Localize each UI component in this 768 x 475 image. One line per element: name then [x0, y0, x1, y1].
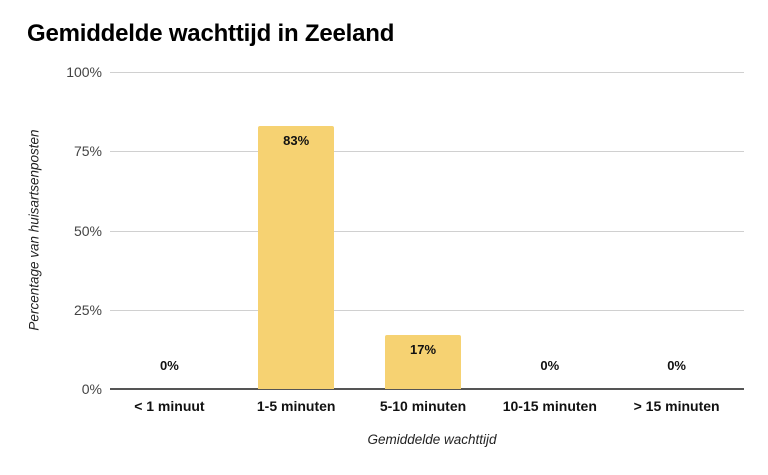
gridline: [110, 72, 744, 73]
bar-value-label: 0%: [159, 358, 179, 373]
x-tick-label: 1-5 minuten: [256, 398, 336, 414]
bar: [258, 125, 335, 389]
plot-area: [110, 72, 744, 390]
y-tick-label: 25%: [73, 301, 102, 318]
y-tick-label: 0%: [81, 381, 102, 397]
y-tick-label: 50%: [73, 222, 102, 239]
x-tick-label: 5-10 minuten: [379, 398, 467, 414]
x-tick-label: > 15 minuten: [633, 398, 720, 414]
x-tick-label: < 1 minuut: [134, 398, 205, 414]
y-tick-label: 100%: [66, 64, 102, 80]
bar-value-label: 83%: [283, 132, 310, 148]
x-tick-label: 10-15 minuten: [502, 398, 597, 414]
gridline: [110, 230, 744, 232]
gridline: [110, 151, 744, 153]
bar: [385, 335, 461, 389]
bar-value-label: 0%: [667, 358, 686, 373]
x-axis-label: Gemiddelde wachttijd: [367, 432, 497, 447]
y-tick-label: 75%: [73, 143, 102, 160]
bar-value-label: 17%: [409, 342, 437, 358]
gridline: [110, 309, 744, 311]
chart-title: Gemiddelde wachttijd in Zeeland: [27, 20, 395, 47]
bar-value-label: 0%: [540, 358, 560, 373]
